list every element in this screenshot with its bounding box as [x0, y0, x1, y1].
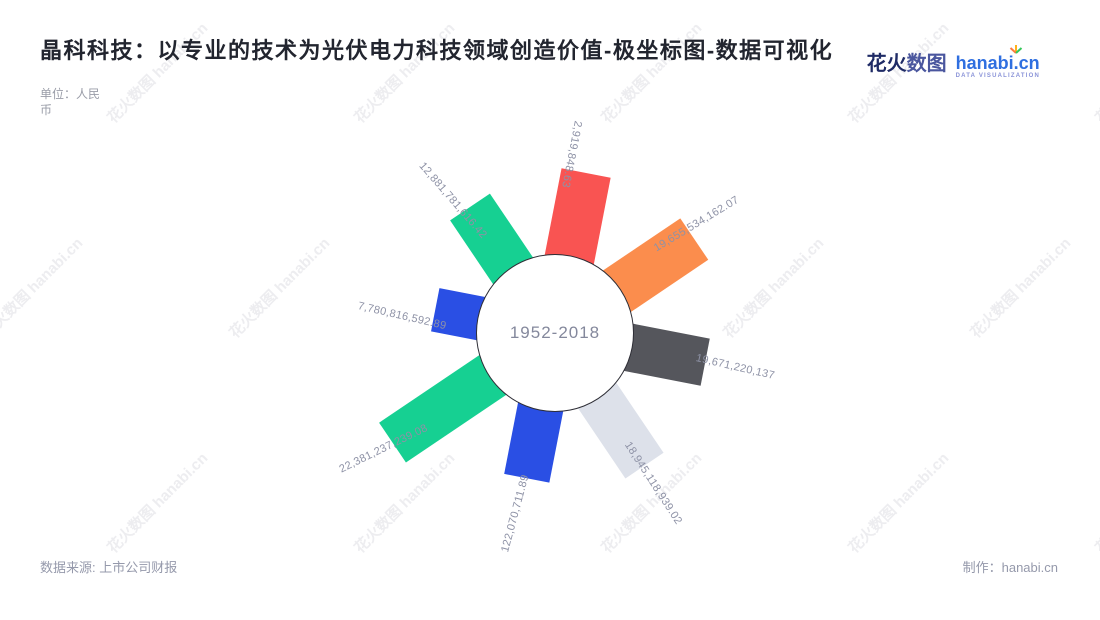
logo-subtitle: DATA VISUALIZATION [955, 73, 1040, 79]
page-title: 晶科科技：以专业的技术为光伏电力科技领域创造价值-极坐标图-数据可视化 [40, 38, 834, 63]
logo-cn-text: 花火数图 [866, 53, 947, 75]
bar-value-label: 19,671,220,137 [694, 352, 776, 382]
unit-label: 单位：人民币 [40, 87, 101, 117]
logo-en-block: hanabi.cn DATA VISUALIZATION [955, 45, 1040, 79]
logo-en-text: hanabi.cn [955, 53, 1040, 73]
hanabi-logo: 花火数图 hanabi.cn DATA VISUALIZATION [866, 45, 1040, 79]
chart-center-circle: 1952-2018 [476, 254, 634, 412]
data-source: 数据来源: 上市公司财报 [40, 560, 178, 575]
credit: 制作：hanabi.cn [962, 560, 1058, 575]
center-label: 1952-2018 [509, 323, 601, 342]
bar-value-label: 122,070,711.89 [499, 473, 532, 554]
sparkle-icon [1009, 45, 1023, 54]
